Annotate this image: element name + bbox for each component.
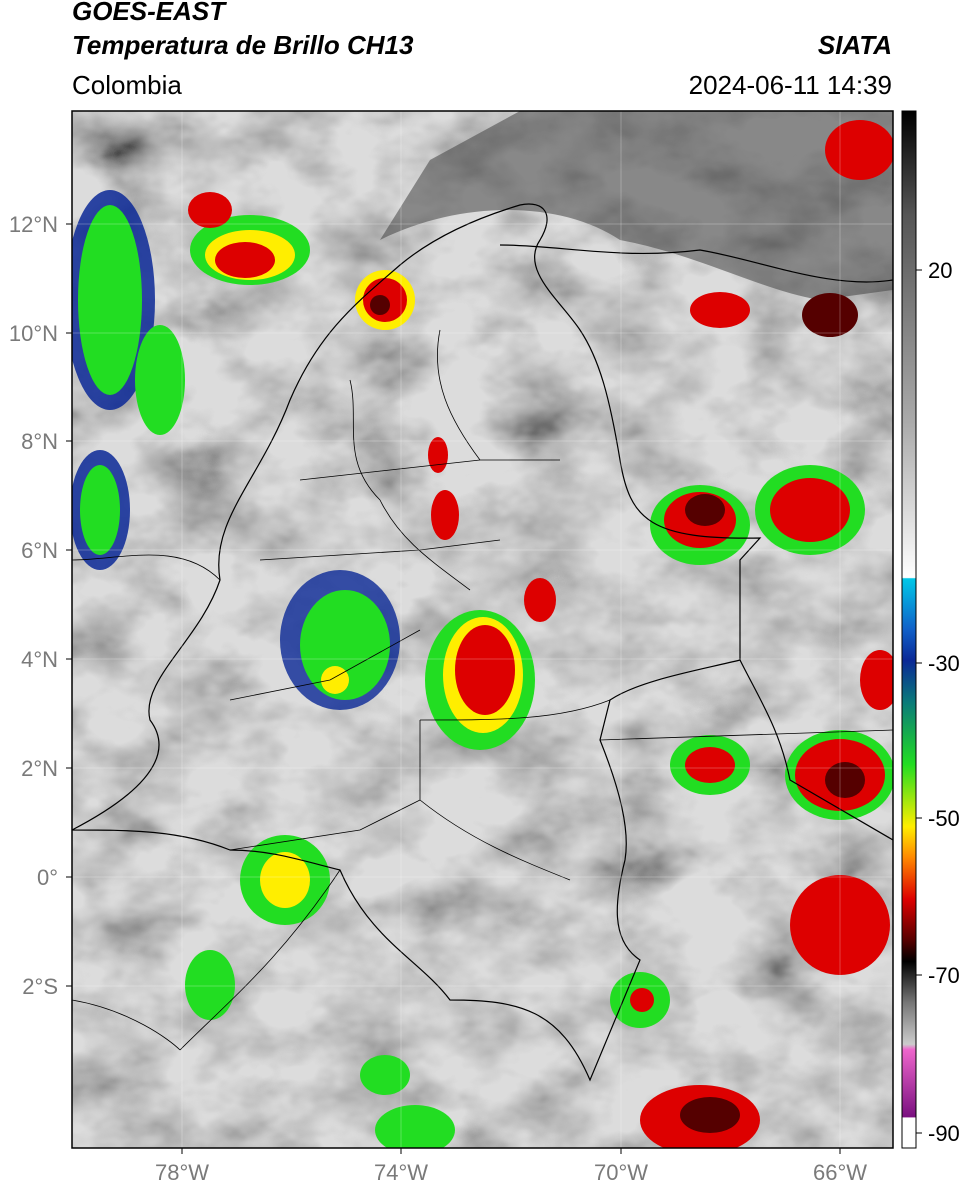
colorbar-scale — [901, 110, 917, 1149]
venezuela-coast — [499, 244, 893, 283]
cell-amazon-south — [185, 835, 760, 1148]
cell-llanos — [425, 437, 556, 750]
lon-label: 66°W — [813, 1160, 867, 1185]
colorbar-label: -30 — [928, 651, 960, 676]
cell-west-coast — [72, 190, 185, 570]
colorbar: 20 -30 -50 -70 -90 — [901, 110, 960, 1149]
lon-label: 70°W — [594, 1160, 648, 1185]
lat-label: 0° — [37, 865, 58, 890]
colorbar-label: -50 — [928, 806, 960, 831]
colombia-border — [72, 203, 762, 1082]
satellite-name: GOES-EAST — [72, 0, 226, 26]
dark-sea-region — [380, 111, 893, 300]
lat-label: 2°S — [22, 974, 58, 999]
lat-ticks: 12°N 10°N 8°N 6°N 4°N 2°N 0° 2°S — [9, 212, 72, 999]
lat-label: 6°N — [21, 538, 58, 563]
colorbar-label: 20 — [928, 258, 952, 283]
graticule — [72, 111, 893, 1148]
colorbar-label: -90 — [928, 1121, 960, 1146]
lat-label: 8°N — [21, 429, 58, 454]
lon-label: 78°W — [155, 1160, 209, 1185]
lat-label: 10°N — [9, 321, 58, 346]
organization-name: SIATA — [817, 30, 892, 60]
lon-ticks: 78°W 74°W 70°W 66°W — [155, 1148, 867, 1185]
cell-venezuela-north — [650, 120, 893, 565]
borders — [72, 203, 893, 1082]
lat-label: 4°N — [21, 647, 58, 672]
lat-label: 2°N — [21, 756, 58, 781]
colorbar-label: -70 — [928, 963, 960, 988]
convective-cells — [72, 120, 893, 1148]
cell-andes-central — [280, 570, 400, 710]
map-frame — [71, 110, 894, 1149]
cell-east-amazon — [670, 650, 893, 975]
product-title: Temperatura de Brillo CH13 — [72, 30, 414, 60]
cell-caribbean-northwest — [188, 192, 310, 285]
cell-santa-marta — [355, 270, 415, 330]
region-name: Colombia — [72, 70, 182, 100]
timestamp: 2024-06-11 14:39 — [688, 70, 892, 100]
lat-label: 12°N — [9, 212, 58, 237]
venezuela-brazil-border — [739, 659, 893, 841]
lon-label: 74°W — [374, 1160, 428, 1185]
